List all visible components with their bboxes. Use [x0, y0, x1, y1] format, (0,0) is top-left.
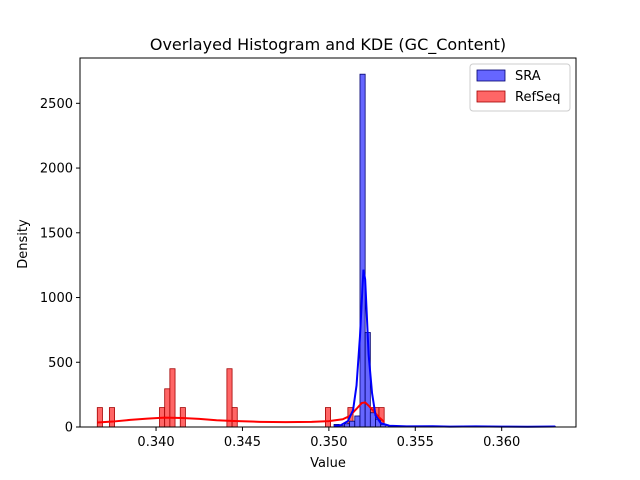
plot-area: 0.340 0.345 0.350 0.355 0.360 0 500 1000 1500 200… — [40, 57, 577, 450]
y-tick-label: 0 — [65, 421, 73, 436]
refseq-bar — [231, 407, 238, 428]
y-tick-label: 500 — [48, 356, 73, 371]
legend-label-refseq: RefSeq — [515, 90, 561, 105]
legend-label-sra: SRA — [515, 69, 541, 84]
x-tick-label: 0.350 — [310, 435, 347, 450]
x-tick-label: 0.360 — [483, 435, 520, 450]
sra-bar — [349, 420, 356, 428]
sra-bar — [354, 415, 361, 428]
y-tick-label: 2000 — [40, 162, 73, 177]
x-tick-label: 0.340 — [137, 435, 174, 450]
sra-kde-line — [333, 269, 556, 428]
y-axis-title: Density — [16, 219, 31, 269]
refseq-bar — [325, 407, 331, 428]
refseq-kde-line — [97, 401, 385, 424]
y-tick-label: 1000 — [40, 291, 73, 306]
refseq-bar — [96, 407, 103, 428]
axes-frame — [79, 57, 577, 428]
refseq-bar — [108, 407, 115, 428]
legend: SRA RefSeq — [469, 63, 571, 112]
refseq-bar — [226, 368, 233, 428]
legend-swatch-sra — [476, 69, 506, 82]
x-axis-title: Value — [310, 456, 346, 471]
legend-swatch-refseq — [476, 90, 506, 103]
sra-bar — [359, 73, 366, 428]
x-tick-label: 0.355 — [397, 435, 434, 450]
x-tick-label: 0.345 — [224, 435, 261, 450]
refseq-bar — [164, 388, 171, 428]
chart-title: Overlayed Histogram and KDE (GC_Content) — [150, 35, 506, 55]
y-tick-label: 1500 — [40, 226, 73, 241]
y-tick-label: 2500 — [40, 97, 73, 112]
